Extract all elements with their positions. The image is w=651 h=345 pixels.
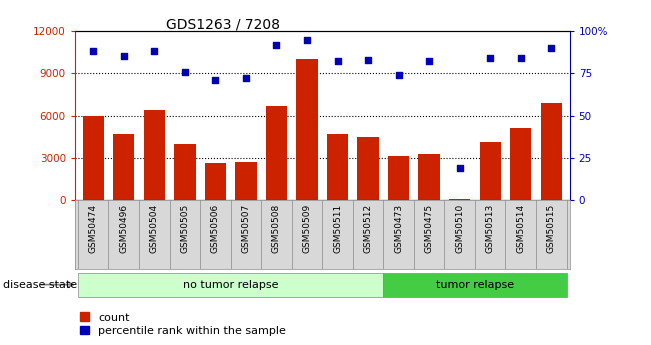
Text: GSM50515: GSM50515 <box>547 204 556 253</box>
Bar <box>383 273 566 297</box>
Text: GSM50473: GSM50473 <box>394 204 403 253</box>
Point <box>485 55 495 61</box>
Point <box>454 165 465 171</box>
Text: GSM50513: GSM50513 <box>486 204 495 253</box>
Bar <box>296 59 318 200</box>
Point <box>149 49 159 54</box>
Point <box>332 59 342 64</box>
Bar <box>449 199 471 200</box>
Text: GSM50505: GSM50505 <box>180 204 189 253</box>
Bar <box>327 134 348 200</box>
Text: GSM50496: GSM50496 <box>119 204 128 253</box>
Bar <box>144 110 165 200</box>
Text: GSM50511: GSM50511 <box>333 204 342 253</box>
Bar <box>388 156 409 200</box>
Point <box>424 59 434 64</box>
Point <box>363 57 373 62</box>
Bar <box>83 116 104 200</box>
Text: GSM50512: GSM50512 <box>363 204 372 253</box>
Point <box>516 55 526 61</box>
Point <box>393 72 404 78</box>
Text: GSM50510: GSM50510 <box>455 204 464 253</box>
Bar <box>419 154 440 200</box>
Point <box>271 42 282 47</box>
Text: disease state: disease state <box>3 280 77 289</box>
Point <box>302 37 312 42</box>
Text: GSM50507: GSM50507 <box>242 204 251 253</box>
Bar <box>113 134 134 200</box>
Point <box>241 76 251 81</box>
Text: GSM50514: GSM50514 <box>516 204 525 253</box>
Text: tumor relapse: tumor relapse <box>436 280 514 289</box>
Bar <box>78 273 383 297</box>
Bar <box>357 137 379 200</box>
Bar <box>174 144 195 200</box>
Text: no tumor relapse: no tumor relapse <box>183 280 279 289</box>
Point <box>546 45 557 51</box>
Text: GDS1263 / 7208: GDS1263 / 7208 <box>166 17 281 31</box>
Text: GSM50474: GSM50474 <box>89 204 98 253</box>
Point <box>180 69 190 75</box>
Text: GSM50506: GSM50506 <box>211 204 220 253</box>
Text: GSM50475: GSM50475 <box>424 204 434 253</box>
Bar <box>266 106 287 200</box>
Bar <box>540 103 562 200</box>
Point <box>210 77 221 83</box>
Point <box>88 49 98 54</box>
Legend: count, percentile rank within the sample: count, percentile rank within the sample <box>81 313 286 336</box>
Bar <box>204 164 226 200</box>
Text: GSM50504: GSM50504 <box>150 204 159 253</box>
Point <box>118 54 129 59</box>
Bar <box>235 162 256 200</box>
Text: GSM50508: GSM50508 <box>272 204 281 253</box>
Text: GSM50509: GSM50509 <box>303 204 311 253</box>
Bar <box>480 142 501 200</box>
Bar <box>510 128 531 200</box>
